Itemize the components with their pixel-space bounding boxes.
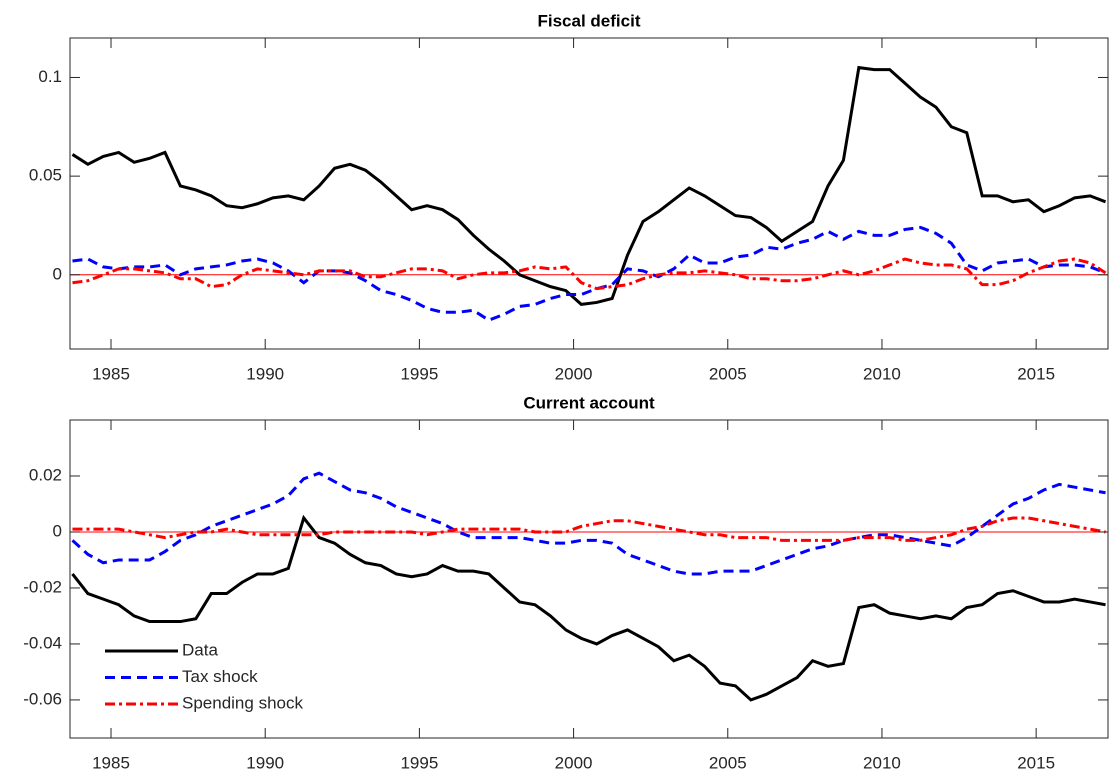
x-tick-label: 1985 xyxy=(92,364,130,383)
x-tick-label: 1990 xyxy=(246,753,284,772)
x-tick-label: 2005 xyxy=(709,364,747,383)
series-line xyxy=(71,514,1106,702)
axes-box xyxy=(69,419,1109,739)
series-line xyxy=(71,471,1106,576)
y-tick-label: 0.05 xyxy=(29,166,62,185)
y-tick-label: -0.04 xyxy=(23,633,62,652)
series-line xyxy=(72,516,1106,542)
x-tick-label: 2010 xyxy=(863,364,901,383)
x-tick-label: 2015 xyxy=(1017,364,1055,383)
chart-title: Current account xyxy=(523,393,655,412)
series-line xyxy=(71,65,1107,306)
x-tick-label: 2000 xyxy=(555,753,593,772)
x-tick-label: 1995 xyxy=(400,364,438,383)
x-tick-label: 2015 xyxy=(1017,753,1055,772)
legend-label: Data xyxy=(182,640,218,659)
legend-label: Tax shock xyxy=(182,667,258,686)
x-tick-label: 2005 xyxy=(709,753,747,772)
y-tick-label: 0.02 xyxy=(29,465,62,484)
x-tick-label: 1985 xyxy=(92,753,130,772)
y-tick-label: -0.06 xyxy=(23,689,62,708)
x-tick-label: 2010 xyxy=(863,753,901,772)
x-tick-label: 1990 xyxy=(246,364,284,383)
series-line xyxy=(72,225,1107,322)
y-tick-label: 0 xyxy=(53,521,62,540)
y-tick-label: 0.1 xyxy=(38,67,62,86)
legend-label: Spending shock xyxy=(182,693,303,712)
x-tick-label: 2000 xyxy=(555,364,593,383)
x-tick-label: 1995 xyxy=(400,753,438,772)
y-tick-label: 0 xyxy=(53,264,62,283)
series-line xyxy=(72,257,1107,291)
y-tick-label: -0.02 xyxy=(23,577,62,596)
chart-title: Fiscal deficit xyxy=(538,11,641,30)
axes-box xyxy=(69,37,1109,350)
